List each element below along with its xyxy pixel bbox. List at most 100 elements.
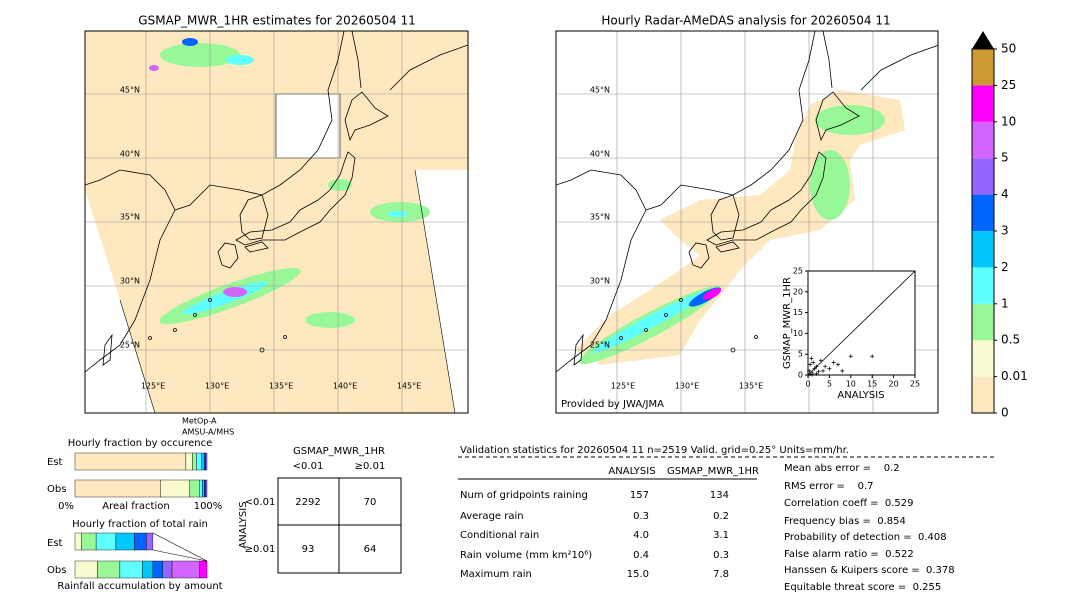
x-tick-label: 10 bbox=[846, 380, 856, 389]
lon-label: 145°E bbox=[397, 382, 421, 391]
table-cell: 70 bbox=[364, 497, 377, 508]
lon-label: 140°E bbox=[333, 382, 357, 391]
y-tick-label: 20 bbox=[793, 287, 803, 296]
stat-label: Maximum rain bbox=[460, 569, 532, 580]
stat-value: 4.0 bbox=[633, 530, 649, 541]
lat-label: 35°N bbox=[120, 213, 140, 222]
stat-value: 157 bbox=[630, 490, 649, 501]
score: False alarm ratio = 0.522 bbox=[784, 549, 914, 560]
lat-label: 40°N bbox=[120, 150, 140, 159]
point bbox=[814, 364, 819, 369]
diagonal bbox=[807, 270, 916, 376]
colorbar-segment bbox=[972, 303, 994, 341]
table-cell: 64 bbox=[364, 544, 377, 555]
stat-label: Num of gridpoints raining bbox=[460, 490, 588, 501]
fraction-segment bbox=[95, 532, 117, 551]
table-cell: 93 bbox=[302, 544, 315, 555]
colorbar-label: 0.01 bbox=[1001, 369, 1028, 383]
row-title: ANALYSIS bbox=[238, 501, 249, 548]
colorbar-label: 3 bbox=[1001, 224, 1009, 238]
stat-value: 15.0 bbox=[627, 569, 649, 580]
fraction-segment bbox=[196, 452, 202, 471]
connector bbox=[152, 532, 208, 562]
stat-value: 0.3 bbox=[713, 550, 729, 561]
point bbox=[840, 368, 845, 373]
fraction-segment bbox=[115, 532, 135, 551]
fraction-segment bbox=[189, 479, 200, 498]
lat-label: 25°N bbox=[590, 341, 610, 350]
score: Correlation coeff = 0.529 bbox=[784, 498, 914, 509]
row-label: ≥0.01 bbox=[245, 544, 276, 555]
fraction-segment bbox=[205, 452, 208, 471]
col-label: GSMAP_MWR_1HR bbox=[667, 466, 759, 477]
point bbox=[811, 360, 816, 365]
fraction-segment bbox=[202, 479, 205, 498]
stat-label: Average rain bbox=[460, 511, 524, 522]
point bbox=[827, 366, 832, 371]
fraction-segment bbox=[152, 560, 163, 579]
stats-header: Validation statistics for 20260504 11 n=… bbox=[460, 445, 849, 456]
credit: Provided by JWA/JMA bbox=[561, 399, 664, 410]
point bbox=[820, 368, 825, 373]
point bbox=[848, 354, 853, 359]
left-map-frame bbox=[84, 30, 469, 414]
colorbar-segment bbox=[972, 267, 994, 304]
satellite-label: MetOp-A bbox=[182, 417, 217, 426]
table-cell: 2292 bbox=[295, 497, 320, 508]
fraction-segment bbox=[160, 479, 191, 498]
row-label: Est bbox=[47, 538, 63, 549]
point bbox=[812, 366, 817, 371]
colorbar-label: 0 bbox=[1001, 406, 1009, 420]
y-tick-label: 0 bbox=[798, 371, 803, 380]
point bbox=[831, 360, 836, 365]
score: RMS error = 0.7 bbox=[784, 481, 874, 492]
colorbar-label: 25 bbox=[1001, 78, 1016, 92]
stat-value: 134 bbox=[710, 490, 729, 501]
section-title: Rainfall accumulation by amount bbox=[57, 581, 222, 592]
point bbox=[808, 362, 813, 367]
y-axis-label: GSMAP_MWR_1HR bbox=[782, 277, 793, 369]
lat-label: 40°N bbox=[590, 150, 610, 159]
colorbar-label: 5 bbox=[1001, 151, 1009, 165]
score: Hanssen & Kuipers score = 0.378 bbox=[784, 565, 955, 576]
col-label: <0.01 bbox=[293, 461, 324, 472]
stat-value: 7.8 bbox=[713, 569, 729, 580]
score: Frequency bias = 0.854 bbox=[784, 516, 906, 527]
colorbar-segment bbox=[972, 158, 994, 195]
y-tick-label: 25 bbox=[793, 267, 803, 276]
col-label: ≥0.01 bbox=[355, 461, 386, 472]
score: Mean abs error = 0.2 bbox=[784, 463, 900, 474]
colorbar-label: 0.5 bbox=[1001, 333, 1020, 347]
point bbox=[810, 372, 815, 377]
table-title: GSMAP_MWR_1HR bbox=[293, 446, 385, 457]
colorbar-label: 4 bbox=[1001, 187, 1009, 201]
lon-label: 130°E bbox=[205, 382, 229, 391]
fraction-segment bbox=[146, 532, 154, 551]
colorbar-segment bbox=[972, 85, 994, 122]
lon-label: 135°E bbox=[739, 382, 763, 391]
y-tick-label: 5 bbox=[798, 350, 803, 359]
x-tick-label: 5 bbox=[827, 380, 832, 389]
fraction-segment bbox=[162, 560, 173, 579]
y-tick-label: 15 bbox=[793, 308, 803, 317]
x-tick-label: 0 bbox=[805, 380, 810, 389]
point bbox=[808, 372, 813, 377]
colorbar-label: 10 bbox=[1001, 114, 1016, 128]
lat-label: 25°N bbox=[120, 341, 140, 350]
row-label: <0.01 bbox=[245, 497, 276, 508]
score: Probability of detection = 0.408 bbox=[784, 532, 947, 543]
fraction-segment bbox=[74, 532, 82, 551]
point bbox=[814, 371, 819, 376]
map-title: Hourly Radar-AMeDAS analysis for 2026050… bbox=[601, 14, 890, 28]
fraction-segment bbox=[142, 560, 154, 579]
map-title: GSMAP_MWR_1HR estimates for 20260504 11 bbox=[138, 14, 415, 28]
stat-value: 0.4 bbox=[633, 550, 649, 561]
stat-label: Conditional rain bbox=[460, 530, 539, 541]
section-title: Hourly fraction by occurence bbox=[68, 438, 212, 449]
colorbar-label: 50 bbox=[1001, 42, 1016, 56]
colorbar-segment bbox=[972, 49, 994, 86]
lon-label: 125°E bbox=[611, 382, 635, 391]
x-tick-label: 15 bbox=[867, 380, 877, 389]
colorbar-segment bbox=[972, 340, 994, 377]
